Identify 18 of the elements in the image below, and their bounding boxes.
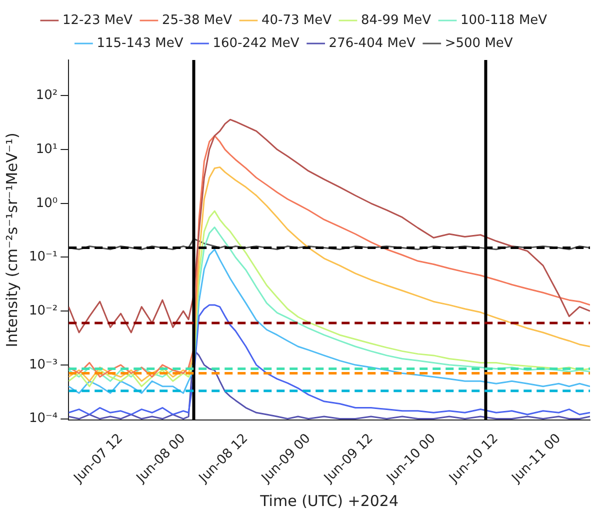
legend-label: 115-143 MeV xyxy=(96,36,184,51)
y-tick-label: 10⁻¹ xyxy=(28,250,58,265)
legend-label: 25-38 MeV xyxy=(162,12,232,28)
legend-label: 40-73 MeV xyxy=(261,12,332,28)
legend-label: 84-99 MeV xyxy=(360,12,432,28)
legend-label: 160-242 MeV xyxy=(212,36,300,51)
y-axis-title: Intensity (cm⁻²s⁻¹sr⁻¹MeV⁻¹) xyxy=(2,132,21,348)
legend-label: 276-404 MeV xyxy=(328,36,416,51)
y-tick-label: 10⁰ xyxy=(36,196,58,211)
y-tick-label: 10⁻² xyxy=(28,303,58,318)
legend-label: 100-118 MeV xyxy=(460,12,548,28)
y-tick-label: 10⁻³ xyxy=(28,357,58,372)
y-tick-label: 10² xyxy=(36,88,58,104)
y-tick-label: 10¹ xyxy=(36,142,58,157)
legend-label: >500 MeV xyxy=(444,36,513,51)
y-tick-label: 10⁻⁴ xyxy=(28,411,58,426)
x-axis-title: Time (UTC) +2024 xyxy=(259,492,399,510)
legend-label: 12-23 MeV xyxy=(62,12,133,28)
